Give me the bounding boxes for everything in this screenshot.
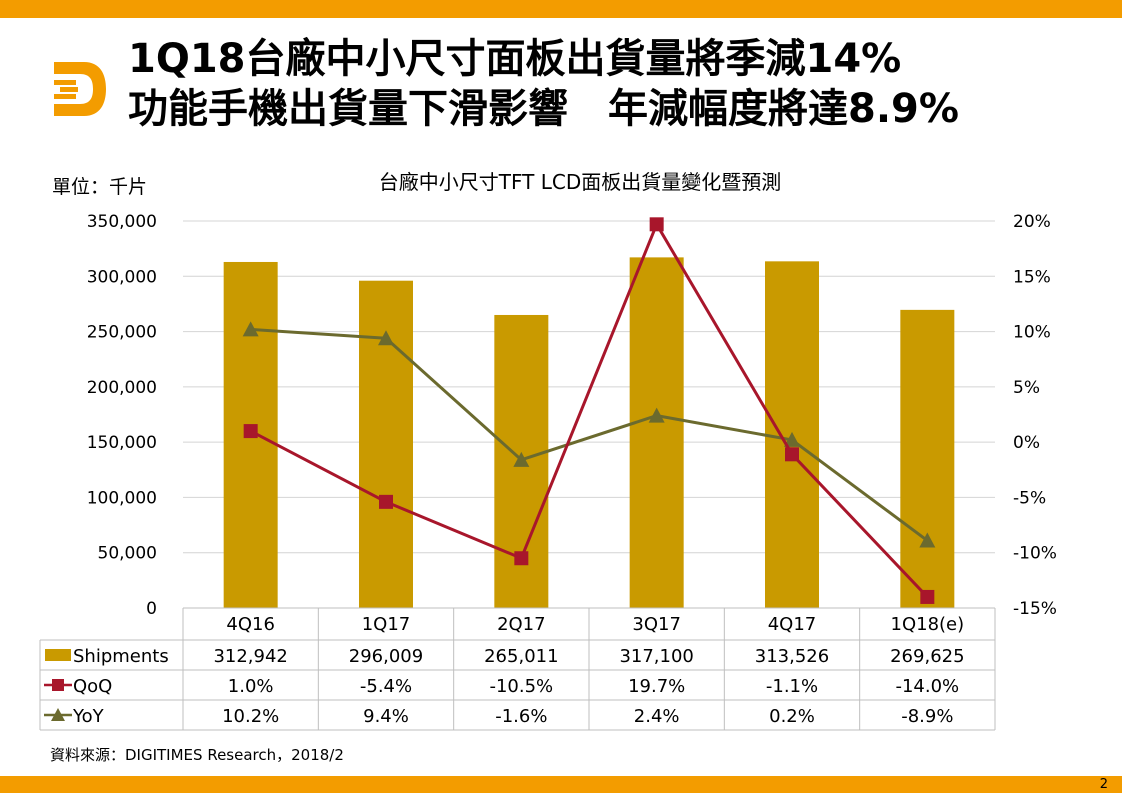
- table-cell-value: -14.0%: [895, 676, 959, 697]
- table-cell-value: -1.1%: [766, 676, 818, 697]
- table-cell-value: 19.7%: [628, 676, 685, 697]
- qoq-point: [243, 424, 258, 439]
- y-right-tick-label: 5%: [1013, 378, 1040, 398]
- source-note: 資料來源：DIGITIMES Research，2018/2: [50, 746, 344, 764]
- bottom-accent-bar: [0, 776, 1122, 793]
- qoq-point: [920, 589, 935, 604]
- table-cell-value: -8.9%: [901, 706, 953, 727]
- table-cell-value: 317,100: [619, 646, 693, 667]
- table-cell-value: 312,942: [213, 646, 287, 667]
- page-number: 2: [1099, 777, 1108, 792]
- qoq-point: [379, 494, 393, 509]
- y-right-tick-label: 0%: [1013, 433, 1040, 453]
- yoy-point: [784, 431, 800, 447]
- yoy-point: [513, 451, 530, 467]
- table-cell-value: -5.4%: [360, 676, 412, 697]
- yoy-point: [648, 407, 665, 423]
- chart-title: 台廠中小尺寸TFT LCD面板出貨量變化暨預測: [378, 170, 782, 194]
- qoq-point: [785, 447, 799, 462]
- table-cell-value: 0.2%: [769, 706, 815, 727]
- y-right-tick-label: -10%: [1013, 544, 1057, 564]
- y-right-tick-label: -5%: [1013, 488, 1046, 508]
- y-left-tick-label: 150,000: [87, 433, 157, 453]
- legend-label: QoQ: [73, 676, 112, 697]
- table-cell-value: 296,009: [349, 646, 423, 667]
- title-line-1: 1Q18台廠中小尺寸面板出貨量將季減14%: [128, 36, 902, 82]
- y-left-tick-label: 50,000: [98, 544, 157, 564]
- table-cell-value: 1.0%: [228, 676, 274, 697]
- qoq-point: [514, 551, 529, 566]
- table-cell-value: 269,625: [890, 646, 964, 667]
- y-left-tick-label: 200,000: [87, 378, 157, 398]
- shipments-bar: [900, 309, 955, 608]
- qoq-line: [249, 222, 929, 598]
- y-left-tick-label: 350,000: [87, 212, 157, 232]
- yoy-point: [378, 330, 394, 346]
- unit-label: 單位：千片: [52, 176, 148, 198]
- top-accent-bar: [0, 0, 1122, 18]
- page-title: 1Q18台廠中小尺寸面板出貨量將季減14% 功能手機出貨量下滑影響 年減幅度將達…: [128, 34, 1118, 134]
- y-left-tick-label: 250,000: [87, 323, 157, 343]
- y-left-tick-label: 300,000: [87, 267, 157, 287]
- yoy-point: [919, 532, 936, 548]
- table-cell-value: -1.6%: [495, 706, 547, 727]
- x-tick-label: 1Q17: [362, 614, 411, 635]
- yoy-line: [250, 327, 929, 542]
- y-right-tick-label: -15%: [1013, 599, 1057, 619]
- x-tick-label: 2Q17: [497, 614, 546, 635]
- legend-marker-yoy: [51, 708, 65, 721]
- table-cell-value: 265,011: [484, 646, 558, 667]
- table-cell-value: 10.2%: [222, 706, 279, 727]
- table-cell-value: 2.4%: [634, 706, 680, 727]
- yoy-point: [242, 321, 259, 337]
- y-left-tick-label: 100,000: [87, 488, 157, 508]
- qoq-point: [649, 217, 664, 232]
- y-right-tick-label: 10%: [1013, 323, 1051, 343]
- x-tick-label: 4Q17: [768, 614, 817, 635]
- y-right-tick-label: 20%: [1013, 212, 1051, 232]
- legend-label: YoY: [72, 706, 105, 727]
- x-tick-label: 4Q16: [226, 614, 275, 635]
- legend-key-shipments: [45, 649, 71, 661]
- y-left-tick-label: 0: [146, 599, 157, 619]
- legend-label: Shipments: [73, 646, 169, 667]
- x-tick-label: 1Q18(e): [891, 614, 965, 635]
- y-right-tick-label: 15%: [1013, 267, 1051, 287]
- digitimes-logo: [50, 58, 110, 120]
- legend-marker-qoq: [52, 679, 64, 691]
- table-cell-value: 9.4%: [363, 706, 409, 727]
- shipments-bar: [359, 280, 413, 608]
- table-cell-value: -10.5%: [489, 676, 553, 697]
- table-cell-value: 313,526: [755, 646, 829, 667]
- x-tick-label: 3Q17: [632, 614, 681, 635]
- title-line-2: 功能手機出貨量下滑影響 年減幅度將達8.9%: [128, 86, 959, 132]
- shipments-bar: [629, 257, 684, 608]
